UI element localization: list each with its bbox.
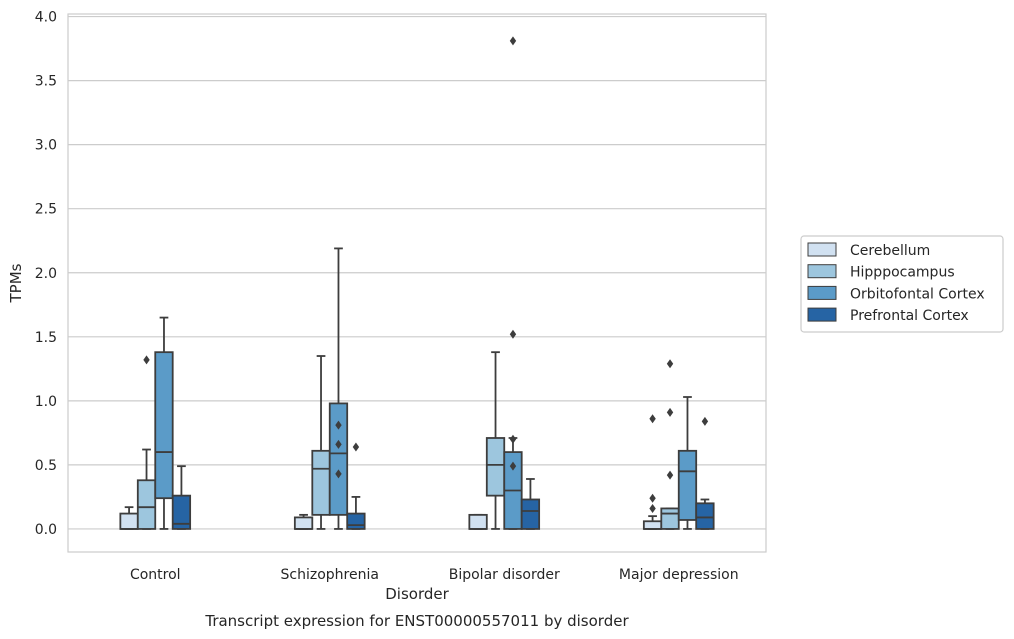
legend-label: Orbitofontal Cortex [850,286,985,302]
box-hipppocampus [311,355,331,530]
box-orbitofontal-cortex [154,316,174,530]
legend: Cerebellum Hipppocampus Orbitofontal Corte… [800,235,1004,333]
plot-area [67,13,767,553]
outlier-point [649,493,656,503]
y-tick-label: 3.5 [35,74,57,90]
box-body [485,437,506,497]
y-tick-label: 0.5 [35,458,57,474]
box-body [520,498,541,530]
outlier-point [509,36,517,46]
x-tick-label: Major depression [619,567,739,583]
outlier-point [666,359,674,369]
y-tick-label: 3.0 [35,138,57,154]
box-prefrontal-cortex [171,465,192,530]
box-body [154,351,174,500]
box-prefrontal-cortex [520,478,541,530]
box-orbitofontal-cortex [328,247,349,530]
legend-label: Cerebellum [850,243,930,259]
box-hipppocampus [660,359,680,530]
outlier-point [701,416,709,426]
outlier-point [666,407,674,417]
x-axis-ticks: Control Schizophrenia Bipolar disorder Majo… [130,567,739,583]
outlier-point [649,503,656,513]
x-tick-label: Bipolar disorder [449,567,560,583]
y-tick-label: 1.5 [35,330,57,346]
y-tick-label: 4.0 [35,10,57,26]
legend-frame [800,235,1004,333]
outlier-point [509,329,517,339]
box-body [677,449,698,521]
box-prefrontal-cortex [346,442,366,530]
box-body [346,512,366,530]
x-axis-title: Disorder [385,585,449,603]
legend-swatch [807,242,837,257]
outlier-point [509,434,517,444]
outlier-point [335,469,342,479]
outlier-point [649,414,656,424]
x-tick-label: Schizophrenia [281,567,379,583]
box-body [293,516,314,530]
outlier-point [335,439,342,449]
legend-swatch [807,264,837,279]
y-tick-label: 1.0 [35,394,57,410]
box-body [642,520,663,530]
box-body [328,402,349,516]
outlier-point [335,420,342,430]
y-axis-ticks: 0.0 0.5 1.0 1.5 2.0 2.5 3.0 3.5 4.0 [35,10,57,538]
y-tick-label: 0.0 [35,522,57,538]
box-body [695,502,715,530]
box-cerebellum [468,513,488,530]
box-orbitofontal-cortex [677,396,698,530]
box-body [171,494,192,530]
box-body [119,512,139,530]
box-body [136,479,157,530]
box-cerebellum [293,513,314,530]
y-axis-title: TPMs [7,263,25,303]
legend-label: Prefrontal Cortex [850,308,969,324]
outlier-point [143,355,150,365]
box-groups [119,36,715,530]
box-prefrontal-cortex [695,416,715,530]
box-hipppocampus [485,351,506,530]
box-cerebellum [119,506,139,530]
box-orbitofontal-cortex [503,36,523,530]
legend-swatch [807,307,837,322]
outlier-point [509,461,517,471]
chart-caption: Transcript expression for ENST0000055701… [204,612,629,630]
legend-swatch [807,285,837,300]
outlier-point [666,470,674,480]
box-hipppocampus [136,355,157,530]
legend-label: Hipppocampus [850,265,955,281]
box-body [660,507,680,530]
box-body [468,513,488,530]
x-tick-label: Control [130,567,181,583]
box-body [311,449,331,516]
y-tick-label: 2.0 [35,266,57,282]
y-tick-label: 2.5 [35,202,57,218]
outlier-point [352,442,360,452]
